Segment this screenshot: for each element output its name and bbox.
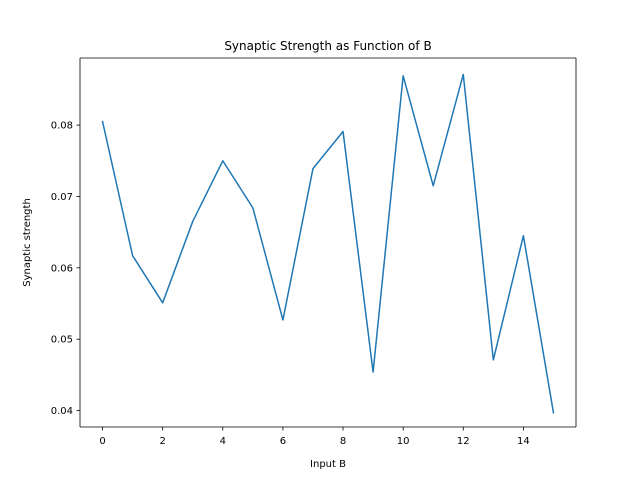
x-tick-label: 14	[517, 436, 530, 447]
x-tick-label: 10	[397, 436, 410, 447]
y-tick-label: 0.08	[51, 121, 73, 132]
plot-frame	[79, 57, 577, 428]
series-layer	[101, 73, 555, 414]
y-axis-ticks: 0.04 0.05 0.06 0.07 0.08	[51, 121, 80, 417]
plot-area-background	[80, 58, 576, 427]
x-tick-label: 12	[457, 436, 470, 447]
y-tick-label: 0.05	[51, 335, 73, 346]
y-tick-label: 0.04	[51, 406, 73, 417]
chart-title: Synaptic Strength as Function of B	[224, 39, 431, 53]
x-axis-label: Input B	[310, 459, 346, 470]
y-tick-label: 0.06	[51, 263, 73, 274]
x-axis-ticks: 0 2 4 6 8 10 12 14	[99, 427, 530, 447]
x-tick-label: 2	[159, 436, 165, 447]
series-line	[101, 73, 555, 414]
y-tick-label: 0.07	[51, 192, 73, 203]
x-tick-label: 0	[99, 436, 105, 447]
x-tick-label: 4	[220, 436, 226, 447]
x-tick-label: 8	[340, 436, 346, 447]
x-tick-label: 6	[280, 436, 286, 447]
y-axis-label: Synaptic strength	[22, 198, 33, 287]
